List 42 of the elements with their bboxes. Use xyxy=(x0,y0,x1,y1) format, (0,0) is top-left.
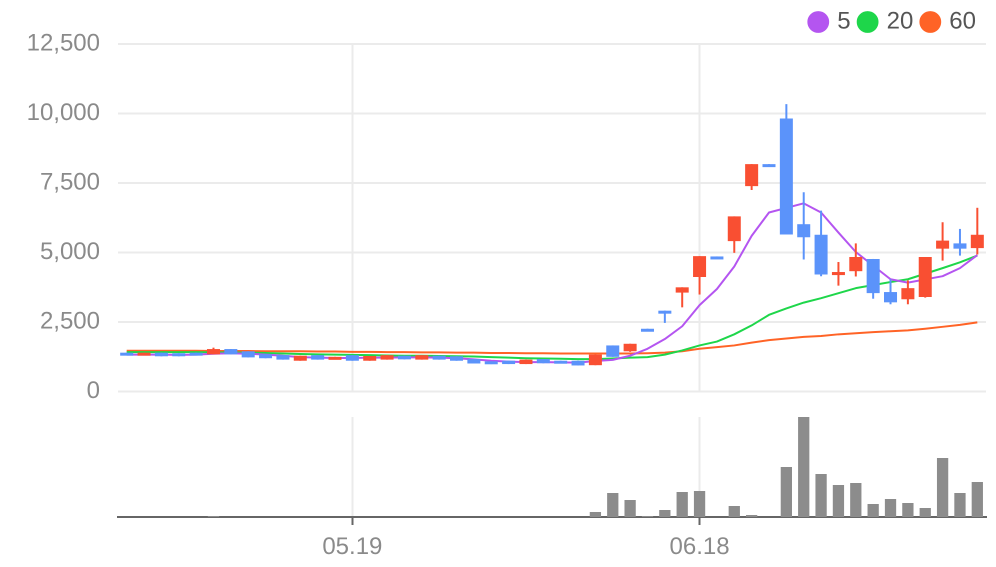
candlestick xyxy=(693,255,706,296)
bar xyxy=(936,458,948,517)
candlestick xyxy=(676,286,689,308)
x-tick-label: 05.19 xyxy=(322,533,382,560)
bar xyxy=(676,492,688,517)
bar xyxy=(694,491,706,517)
candlestick xyxy=(901,279,914,306)
bar xyxy=(884,499,896,517)
y-tick-label: 0 xyxy=(86,377,100,404)
bar xyxy=(902,503,914,517)
bar xyxy=(920,508,931,517)
bar xyxy=(850,483,862,517)
bar xyxy=(624,500,636,517)
candlestick xyxy=(953,228,966,257)
bar xyxy=(798,417,810,517)
bar xyxy=(815,474,827,517)
bar xyxy=(832,485,844,517)
bar xyxy=(868,504,879,517)
bar xyxy=(972,482,983,517)
y-tick-label: 7,500 xyxy=(40,168,100,196)
bar xyxy=(607,493,618,517)
bar xyxy=(590,512,602,517)
candlestick xyxy=(797,191,810,261)
legend-label: 60 xyxy=(949,8,976,35)
bar xyxy=(659,510,670,517)
bar xyxy=(954,493,966,517)
candlestick xyxy=(936,221,950,262)
candlestick xyxy=(970,206,984,256)
x-tick-label: 06.18 xyxy=(670,533,730,560)
candlestick xyxy=(884,278,898,306)
y-tick-label: 2,500 xyxy=(40,308,100,335)
legend-label: 5 xyxy=(837,8,851,35)
bar xyxy=(728,506,740,517)
legend-label: 20 xyxy=(886,8,914,35)
candlestick xyxy=(849,242,862,278)
candlestick xyxy=(658,310,672,324)
y-tick-label: 5,000 xyxy=(40,238,100,266)
y-tick-label: 12,500 xyxy=(26,30,100,57)
candlestick xyxy=(745,163,758,191)
candlestick xyxy=(832,261,845,287)
bar xyxy=(780,467,792,517)
y-tick-label: 10,000 xyxy=(26,99,100,126)
